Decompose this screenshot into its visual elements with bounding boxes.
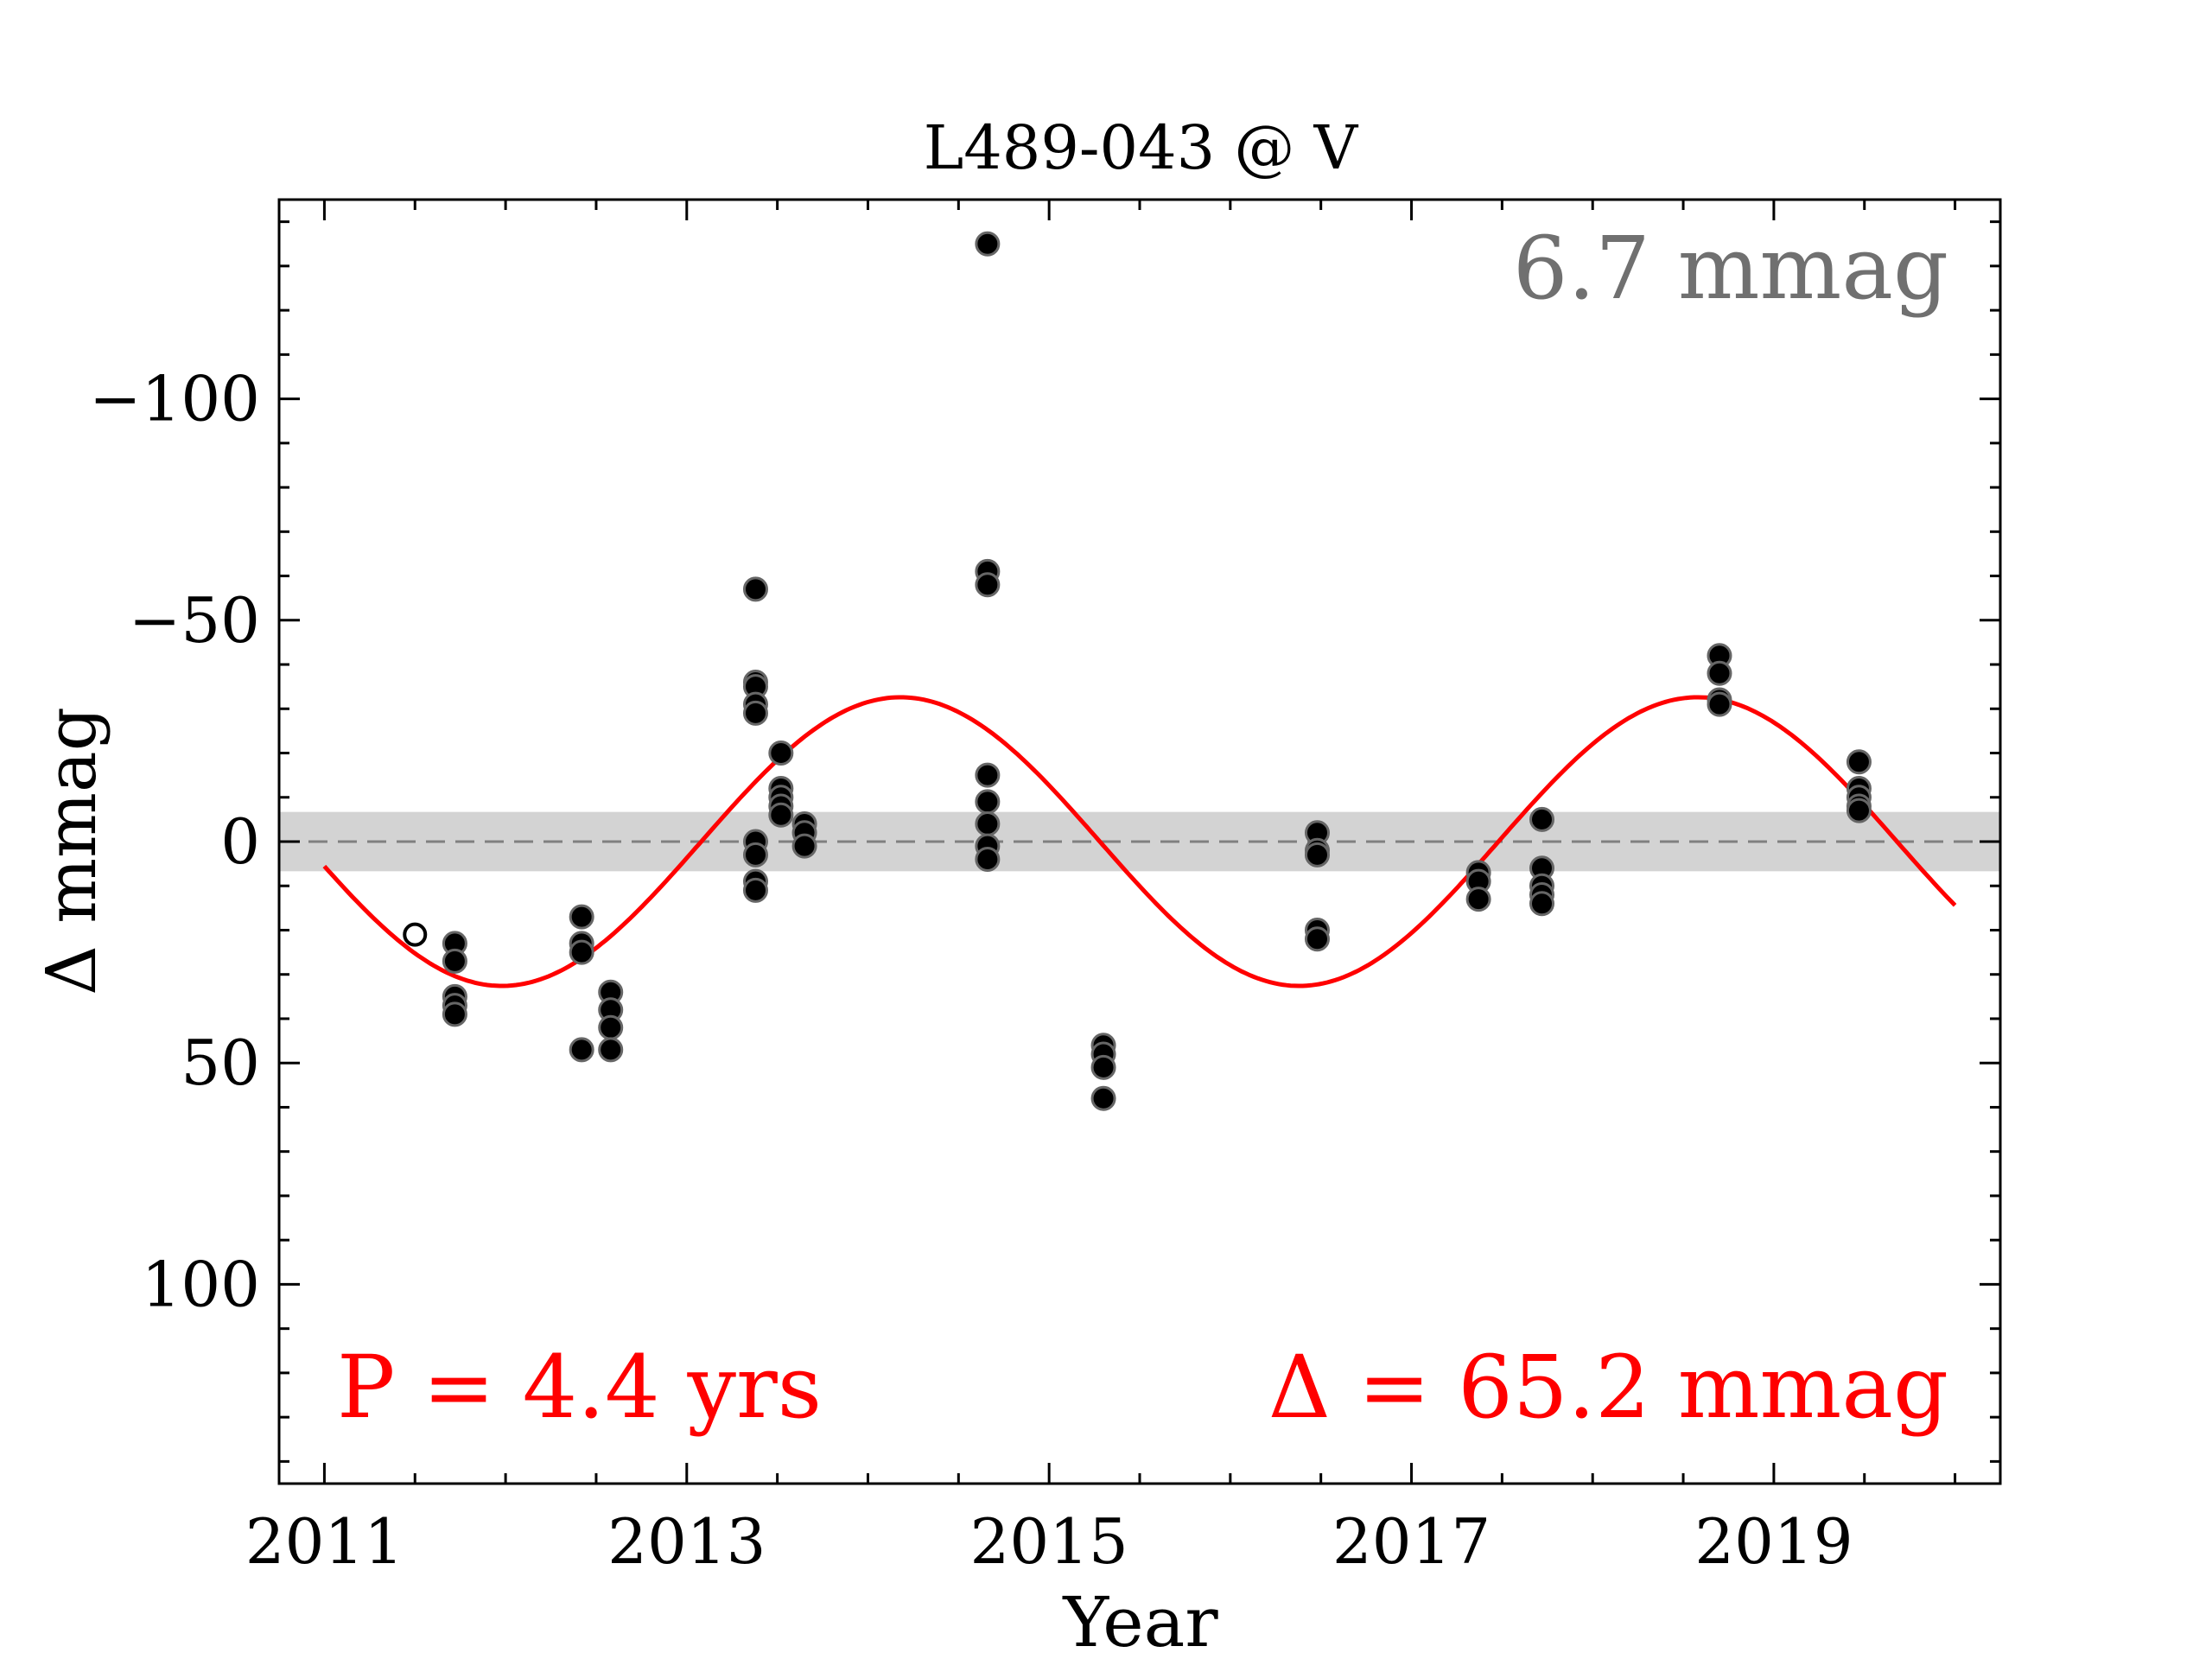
data-point — [1529, 806, 1554, 832]
x-axis-label: Year — [1062, 1582, 1218, 1659]
data-point — [742, 877, 768, 903]
data-point — [975, 572, 1001, 598]
sinusoid-fit — [322, 695, 1957, 988]
data-point — [1465, 887, 1491, 912]
data-point — [742, 700, 768, 726]
data-points — [403, 231, 1872, 1111]
fit-curve — [322, 695, 1957, 988]
x-tick-label: 2013 — [607, 1505, 766, 1578]
data-point — [975, 231, 1001, 257]
y-tick-label: 0 — [220, 805, 260, 878]
tick-labels: 2011 2013 2015 2017 2019 −100 −50 0 50 100 — [89, 363, 1853, 1578]
data-point — [1846, 749, 1872, 775]
data-point — [975, 846, 1001, 872]
data-point — [569, 1037, 594, 1063]
data-point — [975, 789, 1001, 815]
y-tick-label: −100 — [89, 363, 260, 435]
y-axis-label: Δ mmag — [31, 707, 111, 995]
data-point — [791, 833, 817, 859]
data-point — [1707, 660, 1732, 686]
y-tick-label: −50 — [129, 584, 260, 657]
chart-title: L489-043 @ V — [924, 112, 1359, 183]
data-point — [1846, 798, 1872, 823]
data-point — [768, 802, 794, 828]
ticks — [279, 200, 2000, 1484]
data-point — [768, 741, 794, 766]
data-point — [742, 576, 768, 602]
period-annotation: P = 4.4 yrs — [337, 1337, 822, 1438]
data-point — [442, 1001, 467, 1027]
open-data-point — [403, 922, 428, 947]
data-point — [1090, 1085, 1116, 1111]
data-point — [569, 939, 594, 965]
x-tick-label: 2015 — [970, 1505, 1128, 1578]
data-point — [598, 1014, 624, 1040]
data-point — [1529, 891, 1554, 917]
data-point — [742, 842, 768, 868]
y-tick-label: 100 — [142, 1248, 260, 1320]
data-point — [442, 948, 467, 974]
x-tick-label: 2019 — [1694, 1505, 1853, 1578]
x-tick-label: 2017 — [1332, 1505, 1491, 1578]
data-point — [1304, 842, 1330, 868]
data-point — [975, 811, 1001, 837]
data-point — [1304, 926, 1330, 952]
y-tick-label: 50 — [181, 1027, 260, 1099]
scatter-annotation: 6.7 mmag — [1513, 218, 1948, 319]
data-point — [1707, 691, 1732, 717]
data-point — [975, 762, 1001, 788]
amplitude-annotation: Δ = 65.2 mmag — [1268, 1337, 1948, 1438]
x-tick-label: 2011 — [245, 1505, 404, 1578]
data-point — [1090, 1054, 1116, 1080]
data-point — [569, 904, 594, 930]
data-point — [598, 1037, 624, 1063]
